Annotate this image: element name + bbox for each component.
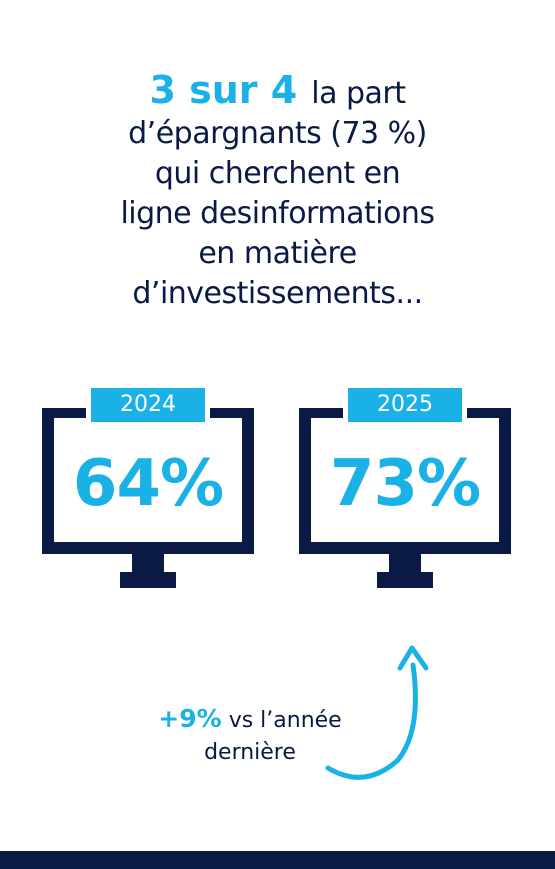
year-over-year-change: +9% vs l’année dernière — [100, 703, 400, 769]
headline-line-3: qui cherchent en — [154, 156, 401, 191]
headline-line-5: en matière — [198, 236, 357, 271]
headline-line-4: ligne desinformations — [120, 196, 435, 231]
year-label-2025: 2025 — [377, 392, 433, 417]
change-text-2: dernière — [204, 740, 296, 765]
headline-line-2: d’épargnants (73 %) — [128, 116, 427, 151]
footer-bar — [0, 851, 555, 869]
change-value: +9% — [158, 704, 222, 733]
change-line-1: +9% vs l’année — [100, 703, 400, 737]
stat-card-2025: 2025 73% — [299, 386, 511, 592]
headline: 3 sur 4 la part d’épargnants (73 %) qui c… — [0, 70, 555, 314]
monitor-icon — [299, 386, 511, 588]
curved-arrow-icon — [325, 645, 429, 780]
percent-value-2024: 64% — [72, 447, 224, 521]
headline-line-1-text: la part — [311, 76, 406, 111]
monitor-icon — [42, 386, 254, 588]
year-label-2024: 2024 — [120, 392, 176, 417]
headline-line-6: d’investissements... — [132, 276, 423, 311]
stat-card-2024: 2024 64% — [42, 386, 254, 592]
headline-line-1: 3 sur 4 la part — [0, 70, 555, 114]
headline-highlight: 3 sur 4 — [149, 68, 298, 112]
change-text-1: vs l’année — [228, 708, 342, 733]
percent-value-2025: 73% — [329, 447, 481, 521]
